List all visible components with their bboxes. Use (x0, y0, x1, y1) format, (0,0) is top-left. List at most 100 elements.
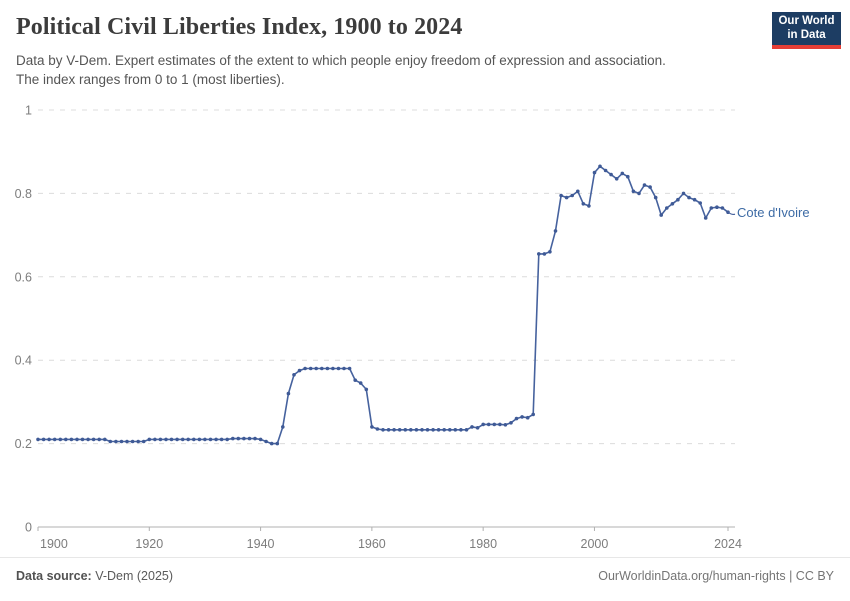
data-point[interactable] (308, 366, 313, 371)
data-point[interactable] (169, 437, 174, 442)
data-point[interactable] (375, 427, 380, 431)
data-point[interactable] (164, 437, 168, 442)
data-point[interactable] (581, 202, 586, 206)
data-point[interactable] (631, 189, 636, 194)
data-point[interactable] (492, 422, 497, 427)
data-point[interactable] (503, 423, 508, 427)
footer-citation-link[interactable]: OurWorldinData.org/human-rights | CC BY (598, 569, 834, 583)
data-point[interactable] (709, 206, 714, 210)
data-point[interactable] (453, 428, 458, 432)
data-point[interactable] (91, 437, 96, 442)
data-point[interactable] (286, 391, 291, 396)
data-point[interactable] (141, 439, 146, 444)
data-point[interactable] (592, 170, 597, 175)
data-point[interactable] (614, 177, 619, 181)
data-point[interactable] (598, 164, 602, 169)
data-point[interactable] (336, 366, 341, 371)
data-point[interactable] (103, 437, 107, 442)
data-point[interactable] (414, 428, 419, 432)
data-point[interactable] (642, 183, 647, 187)
data-point[interactable] (703, 216, 708, 220)
data-point[interactable] (386, 428, 391, 432)
data-point[interactable] (676, 197, 680, 202)
data-point[interactable] (247, 436, 252, 441)
data-point[interactable] (403, 428, 408, 432)
data-point[interactable] (331, 366, 335, 371)
data-point[interactable] (659, 213, 663, 217)
data-point[interactable] (303, 366, 307, 371)
data-point[interactable] (108, 439, 113, 444)
data-point[interactable] (431, 428, 435, 432)
data-point[interactable] (281, 425, 285, 429)
data-point[interactable] (203, 437, 207, 442)
data-point[interactable] (69, 437, 74, 442)
data-point[interactable] (609, 172, 613, 177)
data-point[interactable] (325, 366, 330, 371)
data-point[interactable] (381, 428, 385, 432)
data-point[interactable] (542, 252, 547, 256)
data-point[interactable] (253, 436, 257, 441)
data-point[interactable] (570, 193, 574, 198)
data-point[interactable] (436, 428, 441, 432)
data-point[interactable] (564, 195, 569, 200)
data-point[interactable] (498, 422, 502, 427)
data-point[interactable] (448, 428, 452, 432)
data-point[interactable] (86, 437, 90, 442)
data-point[interactable] (687, 195, 691, 200)
data-point[interactable] (347, 366, 352, 371)
data-point[interactable] (64, 437, 68, 442)
data-point[interactable] (698, 201, 702, 205)
data-point[interactable] (459, 428, 463, 432)
data-point[interactable] (192, 437, 196, 442)
data-point[interactable] (587, 204, 591, 208)
data-point[interactable] (670, 202, 675, 206)
data-point[interactable] (80, 437, 85, 442)
data-point[interactable] (58, 437, 63, 442)
data-point[interactable] (665, 206, 669, 210)
series-line[interactable] (38, 165, 729, 445)
data-point[interactable] (97, 437, 101, 442)
data-point[interactable] (297, 368, 302, 373)
data-point[interactable] (275, 441, 280, 446)
data-point[interactable] (653, 195, 658, 200)
data-point[interactable] (242, 436, 246, 441)
data-point[interactable] (720, 206, 725, 210)
data-point[interactable] (264, 439, 268, 444)
data-point[interactable] (208, 437, 213, 442)
data-point[interactable] (409, 428, 413, 432)
data-point[interactable] (553, 229, 558, 233)
data-point[interactable] (681, 191, 686, 196)
data-point[interactable] (125, 439, 129, 444)
data-point[interactable] (231, 436, 235, 441)
data-point[interactable] (130, 439, 135, 444)
data-point[interactable] (342, 366, 346, 371)
data-point[interactable] (269, 441, 274, 446)
data-point[interactable] (559, 193, 563, 198)
data-point[interactable] (186, 437, 190, 442)
owid-logo[interactable]: Our World in Data (772, 12, 841, 49)
data-point[interactable] (514, 416, 519, 421)
data-point[interactable] (364, 387, 369, 392)
data-point[interactable] (36, 437, 40, 442)
data-point[interactable] (442, 428, 447, 432)
data-point[interactable] (475, 426, 480, 430)
data-point[interactable] (420, 428, 424, 432)
data-point[interactable] (392, 428, 396, 432)
data-point[interactable] (692, 197, 697, 202)
data-point[interactable] (180, 437, 185, 442)
series-cote-divoire[interactable] (36, 164, 730, 446)
data-point[interactable] (52, 437, 57, 442)
data-point[interactable] (464, 428, 469, 432)
data-point[interactable] (114, 439, 118, 444)
data-point[interactable] (525, 415, 530, 420)
data-point[interactable] (136, 439, 140, 444)
data-point[interactable] (292, 373, 296, 377)
data-point[interactable] (197, 437, 202, 442)
data-point[interactable] (158, 437, 163, 442)
data-point[interactable] (320, 366, 324, 371)
data-point[interactable] (258, 437, 263, 442)
data-point[interactable] (397, 428, 402, 432)
data-point[interactable] (537, 252, 541, 256)
data-point[interactable] (603, 168, 608, 173)
data-point[interactable] (637, 191, 641, 196)
